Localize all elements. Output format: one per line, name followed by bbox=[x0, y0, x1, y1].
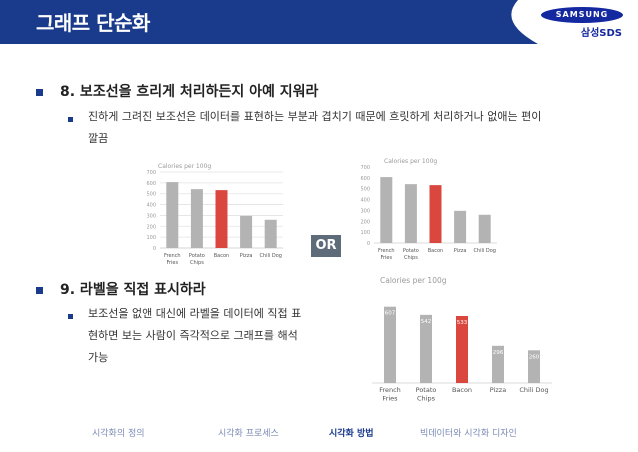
y-tick-label: 100 bbox=[146, 235, 156, 241]
x-category-label: Bacon bbox=[428, 248, 443, 254]
bar bbox=[454, 210, 467, 243]
bar-value-label: 260 bbox=[529, 354, 540, 360]
bar bbox=[166, 182, 179, 248]
y-tick-label: 600 bbox=[360, 176, 370, 182]
bar bbox=[384, 306, 396, 383]
chart-without-gridlines: Calories per 100g 0 100 200 300 400 500 600 700 F… bbox=[360, 158, 497, 261]
or-badge: OR bbox=[311, 235, 341, 257]
chart-title: Calories per 100g bbox=[380, 276, 447, 285]
bar bbox=[456, 315, 468, 383]
section-bullet-icon bbox=[36, 287, 43, 294]
x-category-label: French bbox=[164, 253, 181, 259]
bar bbox=[492, 345, 504, 383]
footer-nav-item[interactable]: 빅데이터와 시각화 디자인 bbox=[420, 429, 517, 439]
footer-nav-item[interactable]: 시각화 프로세스 bbox=[218, 429, 279, 439]
bar bbox=[429, 185, 442, 243]
x-category-label: Pizza bbox=[240, 253, 253, 259]
section-8-text-line1: 진하게 그려진 보조선은 데이터를 표현하는 부분과 겹치기 때문에 흐릿하게 … bbox=[88, 110, 542, 123]
chart-with-gridlines: Calories per 100g 0 100 200 300 400 500 600 700 F… bbox=[146, 163, 283, 266]
x-category-label: Fries bbox=[382, 395, 398, 403]
samsung-logo: SAMSUNG bbox=[540, 6, 624, 24]
x-category-label: Pizza bbox=[490, 386, 506, 394]
y-tick-label: 500 bbox=[146, 192, 156, 198]
y-tick-label: 100 bbox=[360, 230, 370, 236]
section-8-heading: 8. 보조선을 흐리게 처리하든지 아예 지워라 bbox=[60, 84, 319, 100]
x-category-label: Potato bbox=[403, 248, 419, 254]
bar bbox=[215, 190, 228, 248]
header-bar: 그래프 단순화 bbox=[0, 0, 638, 44]
y-tick-label: 500 bbox=[360, 187, 370, 193]
x-category-label: Fries bbox=[380, 255, 392, 261]
y-tick-label: 400 bbox=[360, 198, 370, 204]
page-title: 그래프 단순화 bbox=[36, 11, 150, 35]
x-category-label: Potato bbox=[189, 253, 205, 259]
x-category-label: Chili Dog bbox=[259, 253, 282, 259]
bar bbox=[380, 177, 393, 243]
section-bullet-icon bbox=[36, 89, 43, 96]
bar bbox=[190, 189, 203, 248]
x-category-label: French bbox=[379, 386, 401, 394]
bar-value-label: 296 bbox=[493, 350, 504, 356]
x-category-label: Chili Dog bbox=[519, 386, 548, 394]
chart-title: Calories per 100g bbox=[384, 158, 437, 165]
footer-nav-item[interactable]: 시각화의 정의 bbox=[92, 429, 145, 439]
x-category-label: Fries bbox=[166, 260, 178, 266]
y-tick-label: 700 bbox=[146, 170, 156, 176]
bar bbox=[240, 215, 253, 248]
x-category-label: French bbox=[378, 248, 395, 254]
y-tick-label: 700 bbox=[360, 165, 370, 171]
bar-value-label: 542 bbox=[421, 319, 432, 325]
y-tick-label: 200 bbox=[360, 219, 370, 225]
bar-value-label: 533 bbox=[457, 320, 468, 326]
bar bbox=[404, 184, 417, 243]
y-tick-label: 0 bbox=[153, 246, 156, 252]
bar bbox=[528, 350, 540, 383]
section-9-text-line3: 가능 bbox=[88, 351, 109, 364]
x-category-label: Chips bbox=[404, 255, 418, 261]
bar bbox=[264, 219, 277, 248]
bar bbox=[478, 214, 491, 243]
footer-nav-item-active[interactable]: 시각화 방법 bbox=[329, 429, 374, 439]
section-9-text-line2: 현하면 보는 사람이 즉각적으로 그래프를 해석 bbox=[88, 329, 298, 342]
x-category-label: Bacon bbox=[452, 386, 472, 394]
x-category-label: Chili Dog bbox=[473, 248, 496, 254]
x-category-label: Potato bbox=[416, 386, 437, 394]
y-tick-label: 400 bbox=[146, 203, 156, 209]
chart-title: Calories per 100g bbox=[158, 163, 211, 170]
samsung-sds-logo: 삼성SDS bbox=[580, 28, 622, 39]
bar bbox=[420, 314, 432, 383]
section-9-text-line1: 보조선을 없앤 대신에 라벨을 데이터에 직접 표 bbox=[88, 307, 302, 320]
y-tick-label: 0 bbox=[367, 241, 370, 247]
y-tick-label: 200 bbox=[146, 224, 156, 230]
y-tick-label: 300 bbox=[360, 208, 370, 214]
sub-bullet-icon bbox=[68, 117, 73, 122]
x-category-label: Pizza bbox=[454, 248, 467, 254]
x-category-label: Chips bbox=[190, 260, 204, 266]
x-category-label: Bacon bbox=[214, 253, 229, 259]
section-9-heading: 9. 라벨을 직접 표시하라 bbox=[60, 282, 206, 298]
section-8-text-line2: 깔끔 bbox=[88, 132, 109, 145]
y-tick-label: 600 bbox=[146, 181, 156, 187]
y-tick-label: 300 bbox=[146, 213, 156, 219]
x-category-label: Chips bbox=[417, 395, 436, 403]
footer-nav: 시각화의 정의 시각화 프로세스 시각화 방법 빅데이터와 시각화 디자인 bbox=[0, 420, 638, 452]
bar-value-label: 607 bbox=[385, 311, 396, 317]
sub-bullet-icon bbox=[68, 314, 73, 319]
